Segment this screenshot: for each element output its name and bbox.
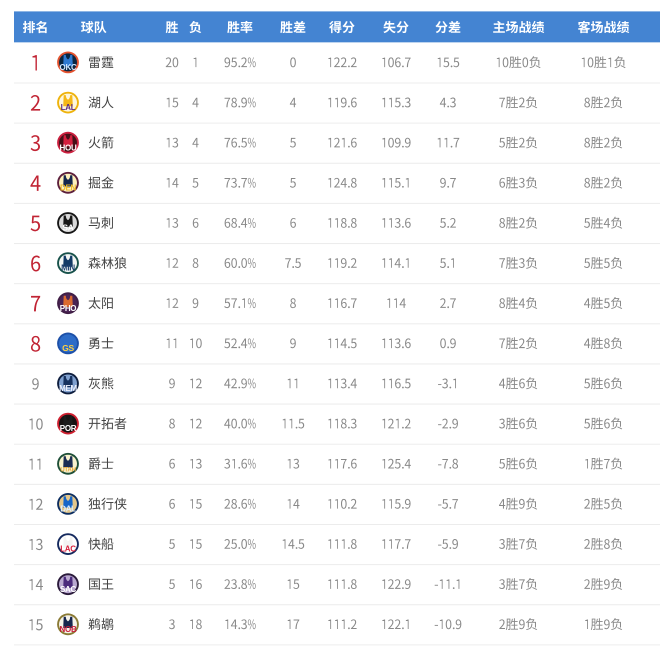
svg-text:DEN: DEN	[60, 183, 77, 192]
svg-text:LAC: LAC	[60, 545, 76, 554]
svg-text:GS: GS	[62, 343, 74, 353]
svg-text:SA: SA	[62, 223, 73, 233]
svg-text:NOB: NOB	[60, 625, 77, 634]
svg-text:MEM: MEM	[59, 384, 77, 393]
svg-text:LAL: LAL	[61, 103, 76, 112]
svg-text:HOU: HOU	[60, 143, 77, 152]
svg-text:MIN: MIN	[61, 264, 75, 273]
svg-text:POR: POR	[60, 424, 77, 433]
svg-text:PHO: PHO	[60, 304, 77, 313]
svg-text:DAL: DAL	[60, 505, 76, 514]
svg-text:SAC: SAC	[60, 585, 77, 594]
svg-text:OKC: OKC	[60, 63, 77, 72]
svg-text:UTAH: UTAH	[60, 466, 76, 473]
